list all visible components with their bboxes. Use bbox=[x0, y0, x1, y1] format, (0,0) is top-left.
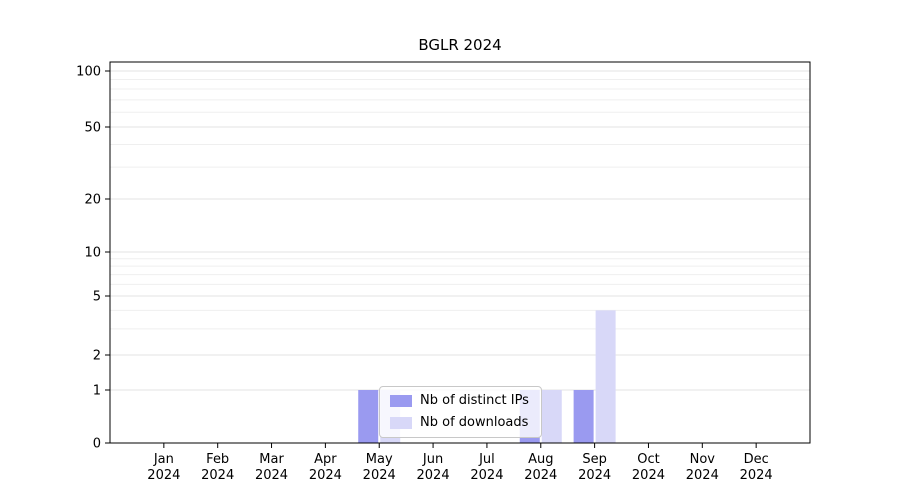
y-tick-label: 5 bbox=[93, 290, 101, 305]
x-tick-year: 2024 bbox=[309, 468, 342, 483]
x-tick-month: Nov bbox=[690, 452, 716, 467]
bar-downloads-sep bbox=[595, 310, 616, 443]
x-tick-year: 2024 bbox=[632, 468, 665, 483]
x-tick-year: 2024 bbox=[201, 468, 234, 483]
x-tick-year: 2024 bbox=[363, 468, 396, 483]
x-tick-month: Aug bbox=[528, 452, 553, 467]
x-tick-year: 2024 bbox=[740, 468, 773, 483]
x-tick-month: Jan bbox=[153, 452, 174, 467]
x-tick-year: 2024 bbox=[147, 468, 180, 483]
x-tick-month: Apr bbox=[314, 452, 337, 467]
legend-label-downloads: Nb of downloads bbox=[420, 415, 529, 430]
y-tick-label: 20 bbox=[84, 193, 101, 208]
y-tick-label: 100 bbox=[76, 65, 101, 80]
y-tick-label: 1 bbox=[93, 384, 101, 399]
x-tick-year: 2024 bbox=[578, 468, 611, 483]
x-tick-month: Mar bbox=[259, 452, 284, 467]
legend-label-distinct-ips: Nb of distinct IPs bbox=[420, 393, 529, 408]
x-tick-year: 2024 bbox=[686, 468, 719, 483]
bar-distinct-ips-sep bbox=[573, 390, 594, 443]
x-tick-month: Dec bbox=[744, 452, 769, 467]
y-axis: 0 1 2 5 10 20 50 100 bbox=[76, 65, 110, 452]
x-tick-month: Jun bbox=[422, 452, 443, 467]
legend-swatch-downloads bbox=[390, 417, 412, 429]
legend: Nb of distinct IPs Nb of downloads bbox=[379, 386, 542, 438]
x-tick-year: 2024 bbox=[470, 468, 503, 483]
y-tick-label: 10 bbox=[84, 246, 101, 261]
gridlines bbox=[110, 70, 810, 391]
y-tick-label: 0 bbox=[93, 437, 101, 452]
x-tick-month: Feb bbox=[206, 452, 229, 467]
x-axis: Jan2024Feb2024Mar2024Apr2024May2024Jun20… bbox=[147, 443, 773, 483]
bar-downloads-aug bbox=[541, 390, 562, 443]
x-tick-month: May bbox=[366, 452, 393, 467]
x-tick-month: Sep bbox=[582, 452, 607, 467]
x-tick-month: Oct bbox=[637, 452, 659, 467]
legend-swatch-distinct-ips bbox=[390, 395, 412, 407]
bar-distinct-ips-may bbox=[358, 390, 379, 443]
y-tick-label: 2 bbox=[93, 349, 101, 364]
x-tick-year: 2024 bbox=[255, 468, 288, 483]
y-tick-label: 50 bbox=[84, 121, 101, 136]
x-tick-year: 2024 bbox=[524, 468, 557, 483]
x-tick-month: Jul bbox=[478, 452, 495, 467]
legend-item-distinct-ips: Nb of distinct IPs bbox=[390, 393, 529, 409]
x-tick-year: 2024 bbox=[417, 468, 450, 483]
legend-item-downloads: Nb of downloads bbox=[390, 415, 529, 431]
chart-title: BGLR 2024 bbox=[418, 36, 502, 54]
